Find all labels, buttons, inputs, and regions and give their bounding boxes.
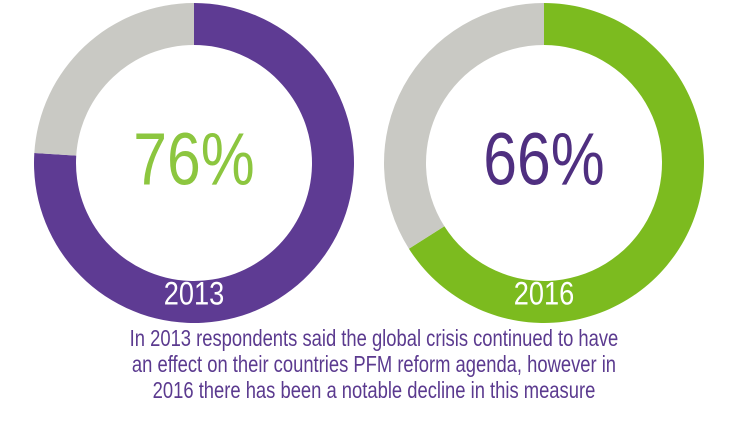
caption-line: an effect on their countries PFM reform … xyxy=(132,352,616,377)
year-label: 2013 xyxy=(164,276,224,312)
donut-segment xyxy=(384,3,544,249)
year-label: 2016 xyxy=(514,276,574,312)
center-value-label: 76% xyxy=(133,119,254,201)
caption-line: 2016 there has been a notable decline in… xyxy=(153,378,596,403)
donut-segment xyxy=(34,3,195,156)
center-value-label: 66% xyxy=(483,119,604,201)
caption-line: In 2013 respondents said the global cris… xyxy=(130,326,619,351)
